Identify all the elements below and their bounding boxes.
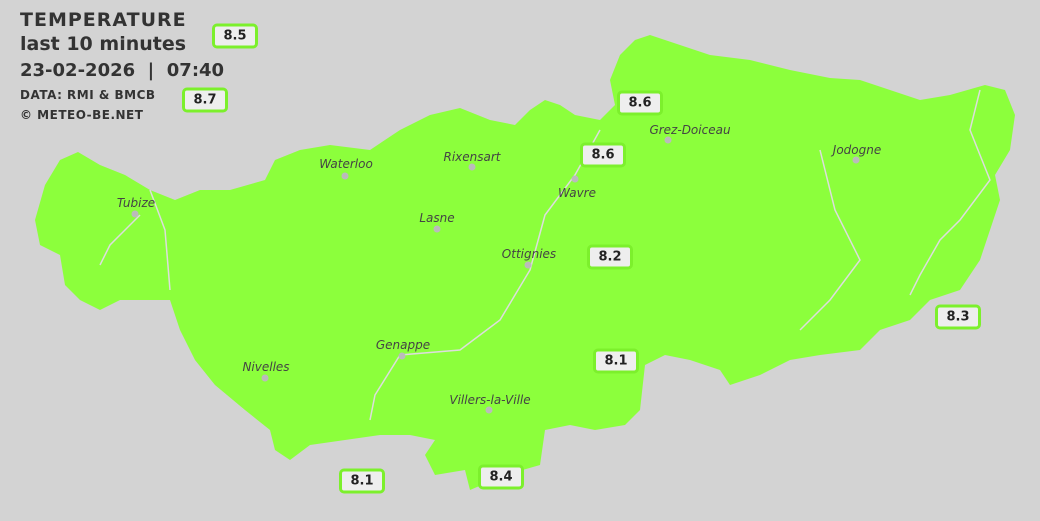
map-title: TEMPERATURE xyxy=(20,9,187,31)
city-label: Tubize xyxy=(116,196,156,210)
city-label: Villers-la-Ville xyxy=(449,393,531,407)
river xyxy=(149,189,171,291)
map-datetime: 23-02-2026 | 07:40 xyxy=(20,60,225,81)
city-label: Jodogne xyxy=(832,143,882,157)
city-dot xyxy=(485,406,493,414)
station-value[interactable]: 8.1 xyxy=(339,468,385,494)
river xyxy=(369,129,601,421)
city-label: Rixensart xyxy=(443,150,501,164)
city-dot xyxy=(852,156,860,164)
copyright: © METEO-BE.NET xyxy=(20,108,144,122)
map-period: last 10 minutes xyxy=(20,33,187,55)
city-dot xyxy=(664,136,672,144)
city-label: Waterloo xyxy=(319,157,373,171)
river xyxy=(909,89,991,296)
station-value[interactable]: 8.2 xyxy=(587,244,633,270)
city-label: Lasne xyxy=(419,211,455,225)
city-dot xyxy=(261,374,269,382)
city-dot xyxy=(398,352,406,360)
station-value[interactable]: 8.4 xyxy=(478,464,524,490)
station-value[interactable]: 8.1 xyxy=(593,348,639,374)
city-dot xyxy=(341,172,349,180)
station-value[interactable]: 8.6 xyxy=(617,90,663,116)
station-value[interactable]: 8.5 xyxy=(212,23,258,49)
city-dot xyxy=(468,163,476,171)
city-label: Wavre xyxy=(558,186,596,200)
city-label: Ottignies xyxy=(501,247,557,261)
data-source: DATA: RMI & BMCB xyxy=(20,88,156,102)
city-dot xyxy=(571,175,579,183)
city-label: Nivelles xyxy=(242,360,290,374)
city-dot xyxy=(524,261,532,269)
station-value[interactable]: 8.7 xyxy=(182,87,228,113)
station-value[interactable]: 8.6 xyxy=(580,142,626,168)
river xyxy=(799,149,861,331)
river xyxy=(99,214,141,266)
station-value[interactable]: 8.3 xyxy=(935,304,981,330)
city-label: Genappe xyxy=(375,338,431,352)
city-label: Grez-Doiceau xyxy=(649,123,731,137)
city-dot xyxy=(131,210,139,218)
city-dot xyxy=(433,225,441,233)
